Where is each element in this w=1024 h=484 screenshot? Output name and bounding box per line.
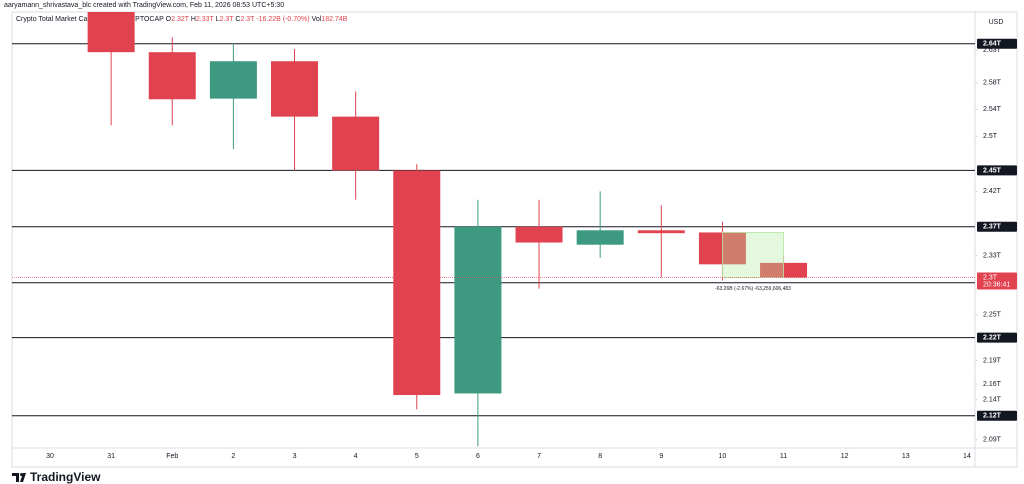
y-tick-label: 2.25T (983, 312, 1002, 319)
level-tag (977, 165, 1017, 176)
x-tick-label: 9 (659, 453, 663, 460)
legend-value: 182.74B (321, 16, 347, 23)
legend-label: C (235, 16, 240, 23)
candle-body (148, 52, 196, 100)
y-tick-label: 2.19T (983, 357, 1002, 364)
y-tick-label: 2.54T (983, 106, 1002, 113)
x-tick-label: 2 (231, 453, 235, 460)
legend: Crypto Total Market Cap, $ · 1D · CRYPTO… (16, 16, 348, 23)
legend-text: Crypto Total Market Cap, $ · 1D · CRYPTO… (16, 16, 348, 23)
price-tag-label: 2.3T (983, 274, 998, 281)
legend-value: 2.3T (240, 16, 255, 23)
level-tag-label: 2.64T (983, 41, 1002, 48)
y-tick-label: 2.16T (983, 381, 1002, 388)
legend-value: 2.3T (220, 16, 235, 23)
level-tag-label: 2.37T (983, 224, 1002, 231)
header: aaryamann_shrivastava_blc created with T… (4, 2, 284, 9)
countdown: 20:36:41 (983, 281, 1010, 288)
x-tick-label: 8 (598, 453, 602, 460)
x-tick-label: Feb (166, 453, 178, 460)
footer: TradingView (30, 470, 101, 484)
level-tag (977, 221, 1017, 232)
legend-label: O (166, 16, 172, 23)
x-tick-label: 31 (107, 453, 115, 460)
legend-label: H (191, 16, 196, 23)
y-tick-label: 2.63T (983, 47, 1002, 54)
y-tick-label: 2.33T (983, 252, 1002, 259)
level-tag-label: 2.12T (983, 413, 1002, 420)
x-tick-label: 4 (354, 453, 358, 460)
y-tick-label: 2.14T (983, 397, 1002, 404)
candle-body (637, 230, 685, 234)
measure-box (722, 232, 784, 278)
x-tick-label: 12 (841, 453, 849, 460)
legend-label: L (216, 16, 220, 23)
x-tick-label: 30 (46, 453, 54, 460)
plot-area (12, 12, 975, 447)
level-tag (977, 332, 1017, 343)
candle-body (393, 170, 441, 396)
measure-text: -63.26B (-2.67%) -63,259,606,483 (715, 286, 791, 292)
candle-body (87, 12, 135, 53)
x-tick-label: 3 (293, 453, 297, 460)
currency: USD (989, 19, 1004, 26)
level-tag (977, 410, 1017, 421)
y-tick-label: 2.5T (983, 133, 998, 140)
price-tag (977, 272, 1017, 290)
x-tick-label: 10 (719, 453, 727, 460)
candle-body (515, 226, 563, 243)
legend-value: 2.32T (171, 16, 190, 23)
level-tag-label: 2.22T (983, 334, 1002, 341)
y-tick-label: 2.09T (983, 437, 1002, 444)
legend-value: 2.33T (196, 16, 215, 23)
legend-label: Vol (312, 16, 322, 23)
level-tag-label: 2.45T (983, 167, 1002, 174)
x-tick-label: 14 (963, 453, 971, 460)
x-tick-label: 5 (415, 453, 419, 460)
candle-body (576, 230, 624, 245)
legend-change: -16.22B (-0.70%) (256, 16, 309, 23)
frame (11, 11, 1018, 468)
footer-logo: TradingView (12, 470, 101, 484)
x-tick-label: 11 (780, 453, 787, 460)
x-tick-label: 7 (537, 453, 541, 460)
x-tick-label: 6 (476, 453, 480, 460)
candle-body (454, 226, 502, 394)
x-tick-label: 13 (902, 453, 910, 460)
candle-body (271, 61, 319, 117)
candle-body (332, 116, 380, 171)
level-tag (977, 38, 1017, 49)
candle-body (209, 61, 257, 99)
y-tick-label: 2.42T (983, 188, 1002, 195)
y-tick-label: 2.58T (983, 80, 1002, 87)
